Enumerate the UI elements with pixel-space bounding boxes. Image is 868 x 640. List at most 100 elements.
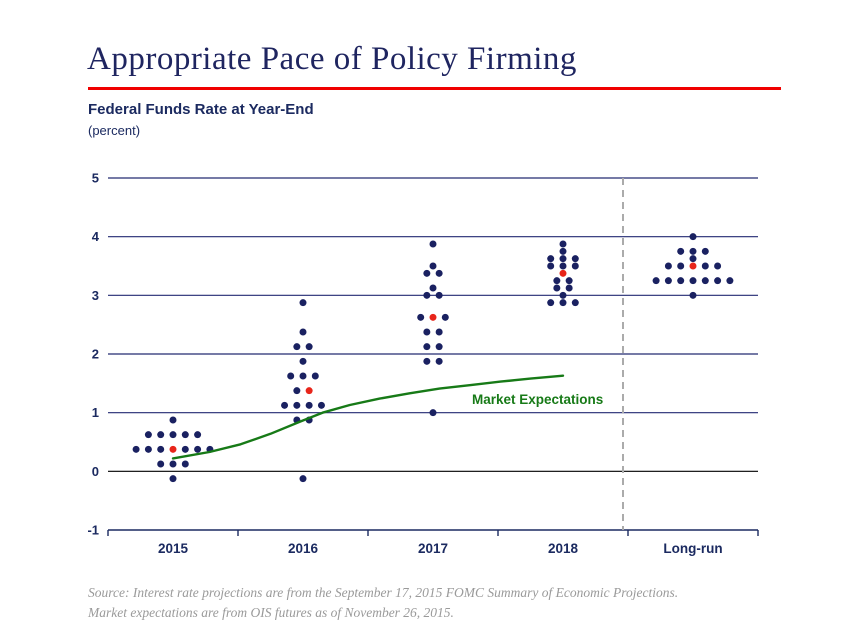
projection-dot: [571, 299, 579, 307]
projection-dot: [559, 291, 567, 299]
projection-dot: [559, 255, 567, 263]
projection-dot: [299, 299, 307, 307]
projection-dot: [299, 372, 307, 380]
projection-dot: [299, 475, 307, 483]
projection-dot: [169, 416, 177, 424]
projection-dot: [132, 445, 140, 453]
chart-units-label: (percent): [88, 123, 141, 138]
projection-dot: [287, 372, 295, 380]
projection-dot: [429, 284, 437, 292]
projection-dot: [652, 277, 660, 285]
projection-dot: [169, 431, 177, 439]
projection-dot: [714, 277, 722, 285]
projection-dot: [689, 277, 697, 285]
y-tick-label: 3: [92, 288, 99, 303]
projection-dot: [441, 313, 449, 321]
projection-dot: [565, 277, 573, 285]
x-category-label: 2015: [158, 541, 189, 556]
projection-dot: [293, 343, 301, 351]
projection-dot: [429, 240, 437, 248]
y-tick-label: -1: [87, 523, 99, 538]
projection-dot: [664, 277, 672, 285]
projection-dot: [547, 262, 555, 270]
x-category-label: 2017: [418, 541, 448, 556]
projection-dot: [157, 431, 165, 439]
projection-dot: [423, 328, 431, 336]
projection-dot: [714, 262, 722, 270]
projection-dot: [423, 343, 431, 351]
projection-dot: [559, 262, 567, 270]
projection-dot: [144, 445, 152, 453]
projection-dot: [293, 401, 301, 409]
y-tick-label: 5: [92, 171, 99, 186]
projection-dot: [169, 475, 177, 483]
projection-dot: [317, 401, 325, 409]
projection-dot: [293, 387, 301, 395]
projection-dot: [571, 262, 579, 270]
chart-title: Federal Funds Rate at Year-End: [88, 101, 314, 118]
projection-dot: [181, 460, 189, 468]
projection-dot: [435, 328, 443, 336]
projection-dot: [571, 255, 579, 263]
projection-dot: [689, 291, 697, 299]
projection-dot: [435, 343, 443, 351]
x-category-label: Long-run: [663, 541, 722, 556]
median-dot: [559, 269, 567, 277]
page-title: Appropriate Pace of Policy Firming: [87, 41, 577, 77]
projection-dot: [194, 431, 202, 439]
projection-dot: [429, 409, 437, 417]
projection-dot: [677, 262, 685, 270]
projection-dot: [157, 445, 165, 453]
projection-dot: [553, 284, 561, 292]
projection-dot: [305, 401, 313, 409]
projection-dot: [435, 357, 443, 365]
projection-dot: [435, 269, 443, 277]
projection-dot: [689, 233, 697, 241]
source-note-line1: Source: Interest rate projections are fr…: [88, 585, 679, 600]
projection-dot: [429, 262, 437, 270]
y-tick-label: 2: [92, 347, 99, 362]
projection-dot: [417, 313, 425, 321]
projection-dot: [677, 277, 685, 285]
projection-dot: [689, 255, 697, 263]
x-category-label: 2016: [288, 541, 319, 556]
y-tick-label: 1: [92, 405, 99, 420]
projection-dot: [157, 460, 165, 468]
projection-dot: [664, 262, 672, 270]
projection-dot: [565, 284, 573, 292]
projection-dot: [281, 401, 289, 409]
source-note: Source: Interest rate projections are fr…: [88, 583, 678, 622]
projection-dot: [423, 357, 431, 365]
market-expectations-label: Market Expectations: [472, 392, 604, 407]
projection-dot: [194, 445, 202, 453]
projection-dot: [559, 299, 567, 307]
projection-dot: [726, 277, 734, 285]
projection-dot: [559, 247, 567, 255]
projection-dot: [181, 445, 189, 453]
projection-dot: [299, 357, 307, 365]
projection-dot: [435, 291, 443, 299]
median-dot: [169, 445, 177, 453]
projection-dot: [559, 240, 567, 248]
projection-dot: [701, 277, 709, 285]
projection-dot: [169, 460, 177, 468]
projection-dot: [701, 247, 709, 255]
projection-dot: [553, 277, 561, 285]
x-category-label: 2018: [548, 541, 579, 556]
title-underline-rule: [88, 87, 781, 90]
projection-dot: [547, 299, 555, 307]
projection-dot: [423, 269, 431, 277]
projection-dot: [689, 247, 697, 255]
median-dot: [429, 313, 437, 321]
projection-dot: [311, 372, 319, 380]
projection-dot: [677, 247, 685, 255]
projection-dot: [181, 431, 189, 439]
median-dot: [689, 262, 697, 270]
projection-dot: [305, 343, 313, 351]
projection-dot: [423, 291, 431, 299]
median-dot: [305, 387, 313, 395]
source-note-line2: Market expectations are from OIS futures…: [88, 604, 454, 620]
projection-dot: [299, 328, 307, 336]
projection-dot: [701, 262, 709, 270]
